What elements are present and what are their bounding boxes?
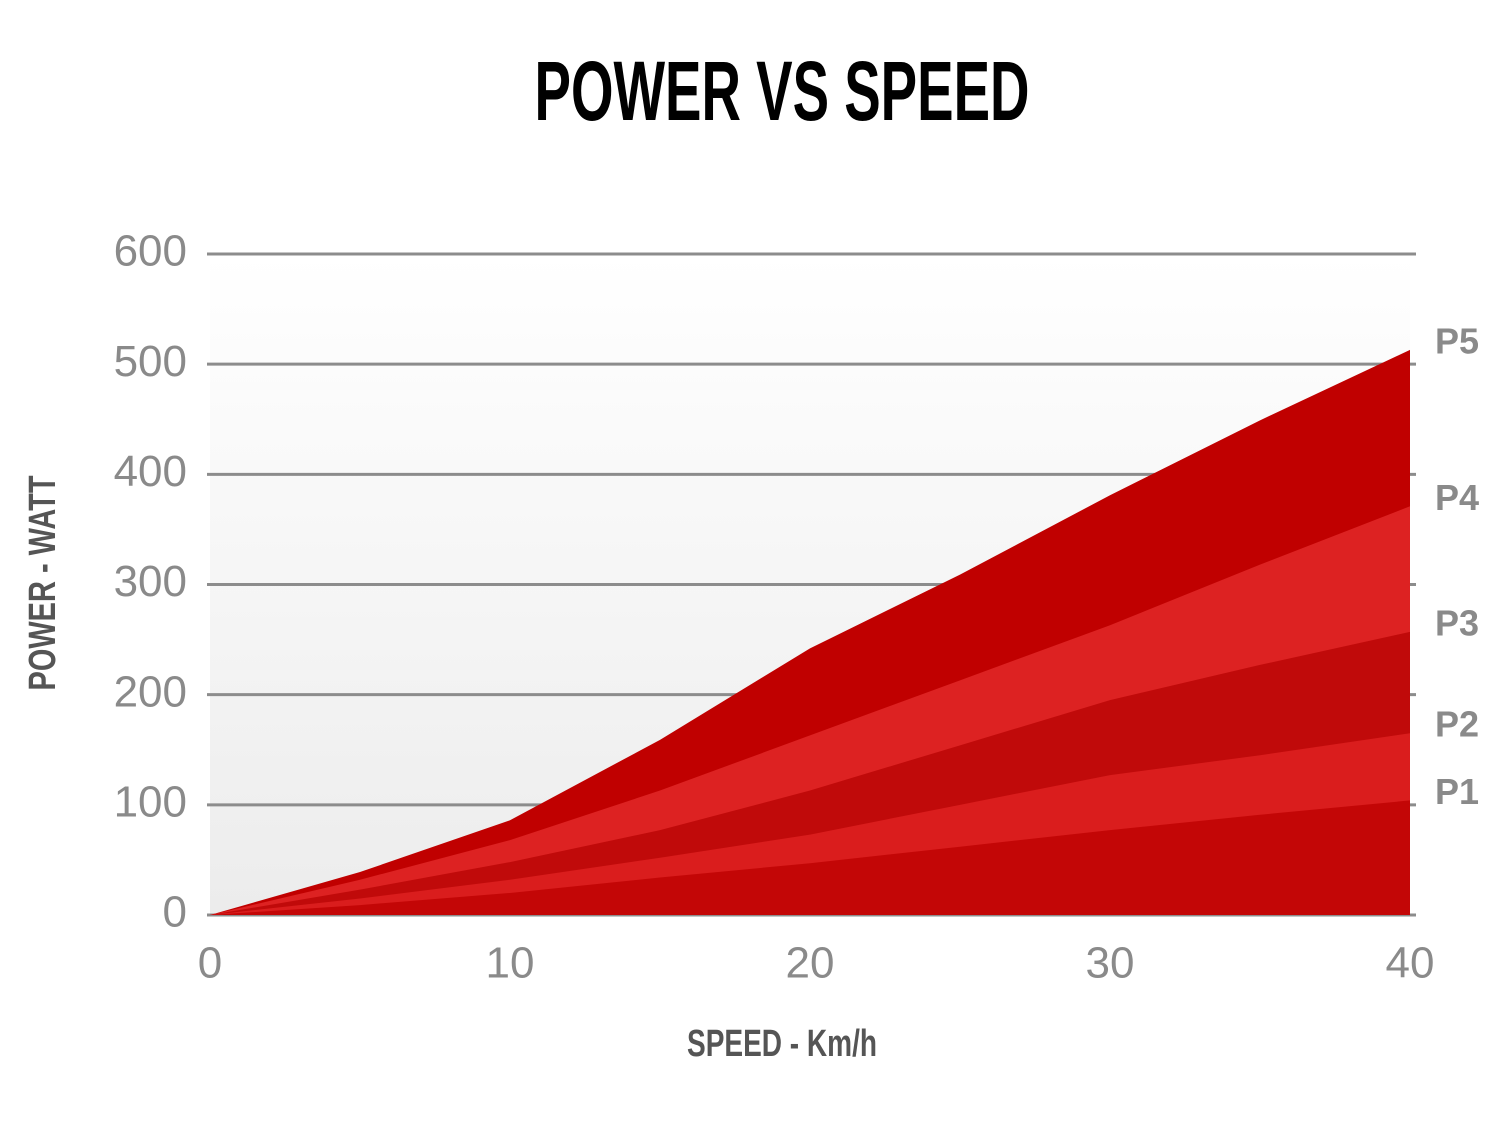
legend-label: P3 (1435, 602, 1479, 643)
y-tick-label: 400 (114, 447, 187, 496)
y-tick-label: 600 (114, 227, 187, 276)
y-tick-label: 500 (114, 337, 187, 386)
legend-label: P2 (1435, 704, 1479, 745)
x-tick-label: 30 (1086, 939, 1135, 988)
y-axis-label: POWER - WATT (22, 476, 64, 691)
x-tick-label: 40 (1386, 939, 1435, 988)
area (210, 800, 1410, 915)
y-tick-label: 0 (163, 888, 187, 937)
y-tick-label: 200 (114, 667, 187, 716)
y-tick-label: 300 (114, 557, 187, 606)
y-tick-label: 100 (114, 777, 187, 826)
legend-label: P1 (1435, 771, 1479, 812)
x-tick-label: 10 (486, 939, 535, 988)
legend-label: P5 (1435, 320, 1479, 361)
x-tick-label: 0 (198, 939, 222, 988)
legend-label: P4 (1435, 477, 1479, 518)
x-tick-label: 20 (786, 939, 835, 988)
chart-title: POWER VS SPEED (535, 44, 1030, 138)
x-axis-label: SPEED - Km/h (687, 1023, 877, 1065)
